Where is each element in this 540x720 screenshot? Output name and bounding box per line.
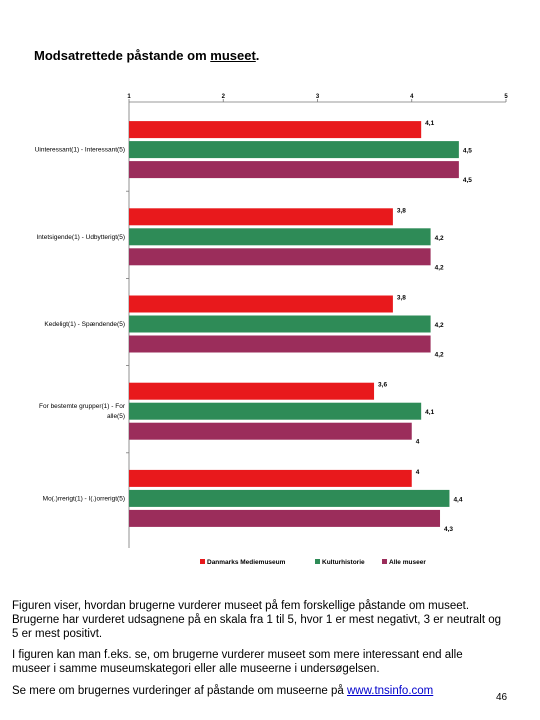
description-paragraph-2: I figuren kan man f.eks. se, om brugerne… (12, 649, 463, 675)
bar (129, 402, 422, 420)
bar (129, 509, 441, 527)
page-title: Modsatrettede påstande om museet. (34, 48, 259, 63)
bar (129, 141, 459, 159)
page-number: 46 (496, 692, 508, 703)
data-label: 3,6 (378, 382, 387, 389)
bar (129, 295, 393, 313)
x-tick-label: 2 (222, 94, 226, 100)
category-label: Kedeligt(1) - Spændende(5) (44, 321, 125, 328)
bar (129, 489, 450, 507)
data-label: 4,2 (435, 352, 444, 359)
data-label: 4,3 (444, 526, 453, 533)
legend-entry: Danmarks Mediemuseum (207, 559, 286, 566)
title-underlined: museet (210, 48, 256, 63)
data-label: 3,8 (397, 207, 406, 214)
legend-swatch (315, 559, 320, 564)
legend-entry: Alle museer (389, 559, 426, 566)
paragraph-3-text: Se mere om brugernes vurderinger af påst… (12, 685, 347, 697)
bar (129, 422, 412, 440)
category-label: For bestemte grupper(1) - For (39, 403, 126, 410)
data-label: 4 (416, 469, 420, 476)
legend-entry: Kulturhistorie (322, 559, 365, 566)
data-label: 4,1 (425, 120, 434, 127)
x-tick-label: 5 (504, 94, 508, 100)
data-label: 4,5 (463, 148, 472, 155)
description-paragraph-1: Figuren viser, hvordan brugerne vurderer… (12, 600, 502, 640)
data-label: 3,8 (397, 295, 406, 302)
data-label: 4,1 (425, 409, 434, 416)
data-label: 4,5 (463, 177, 472, 184)
bar (129, 248, 431, 266)
data-label: 4,2 (435, 322, 444, 329)
data-label: 4,4 (453, 496, 462, 503)
bar (129, 208, 393, 226)
data-label: 4,2 (435, 264, 444, 271)
bar (129, 335, 431, 353)
bar-chart: 1 2 3 4 5 4,1 4,5 4,5 Uinteressant(1) - Interess… (35, 94, 509, 566)
bar (129, 382, 375, 400)
category-label: Mo(.)rrerigt(1) - I(.)orrerigt(5) (43, 495, 125, 502)
x-tick-label: 4 (410, 94, 414, 100)
bar (129, 315, 431, 333)
category-label: alle(5) (107, 413, 125, 420)
tnsinfo-link[interactable]: www.tnsinfo.com (346, 685, 434, 697)
data-label: 4,2 (435, 235, 444, 242)
bar (129, 469, 412, 487)
category-label: Intetsigende(1) - Udbytterigt(5) (36, 234, 125, 241)
category-label: Uinteressant(1) - Interessant(5) (35, 147, 125, 154)
bar (129, 121, 422, 139)
legend-swatch (200, 559, 205, 564)
description-paragraph-3: Se mere om brugernes vurderinger af påst… (12, 684, 502, 698)
title-end: . (255, 48, 260, 63)
x-tick-label: 1 (127, 94, 131, 100)
title-text: Modsatrettede påstande om (34, 48, 211, 63)
data-label: 4 (416, 439, 420, 446)
bar (129, 228, 431, 246)
x-tick-label: 3 (316, 94, 320, 100)
legend-swatch (382, 559, 387, 564)
bar (129, 161, 459, 179)
